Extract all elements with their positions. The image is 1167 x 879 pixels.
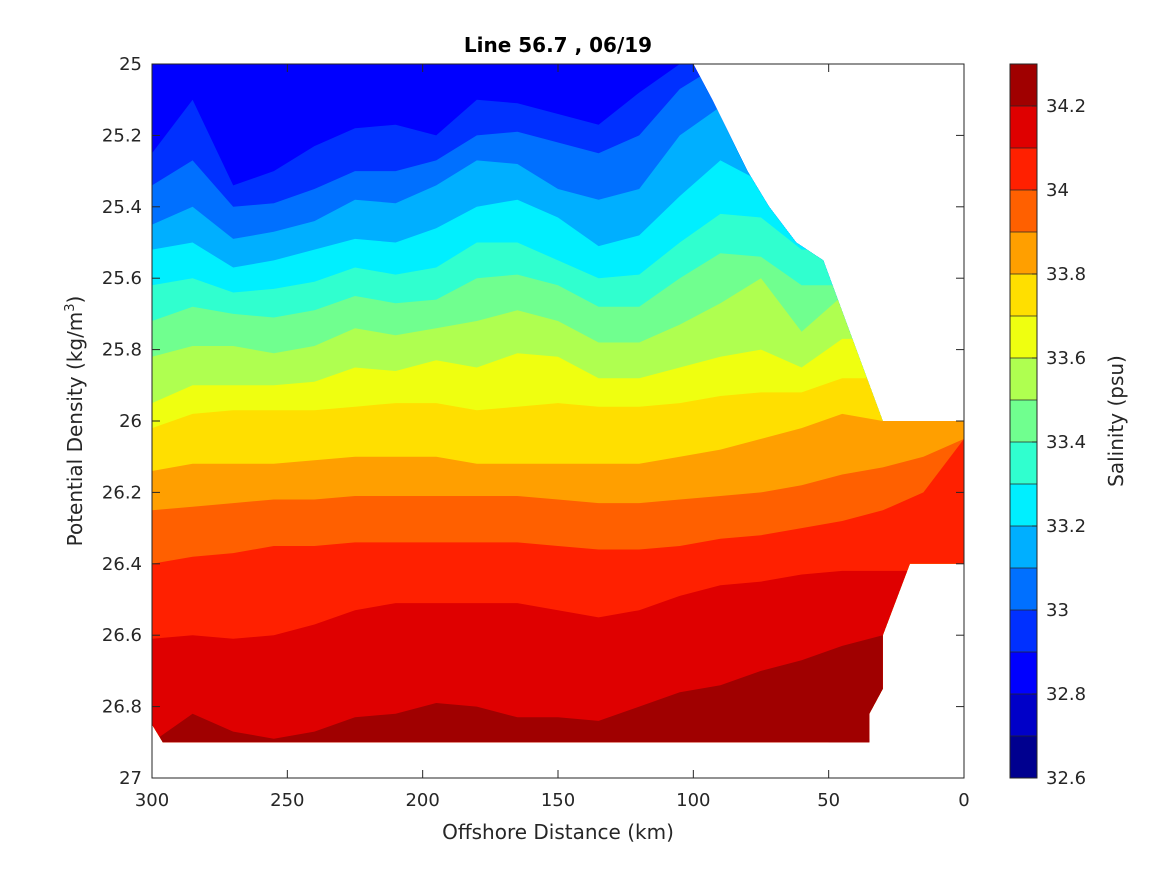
- y-axis-label-superscript: 3: [63, 303, 78, 311]
- colorbar-tick-label: 34.2: [1046, 96, 1086, 117]
- colorbar-segment: [1010, 64, 1037, 106]
- colorbar-frame: [1009, 63, 1038, 779]
- y-tick-label: 26.6: [102, 625, 142, 646]
- colorbar-segment: [1010, 736, 1037, 778]
- colorbar-segment: [1010, 274, 1037, 316]
- colorbar-segment: [1010, 190, 1037, 232]
- y-tick-label: 26.8: [102, 697, 142, 718]
- y-axis-label-text: Potential Density (kg/m: [63, 312, 87, 547]
- colorbar-label: Salinity (psu): [1104, 355, 1128, 487]
- colorbar-segment: [1010, 442, 1037, 484]
- colorbar-segment: [1010, 484, 1037, 526]
- colorbar-segment: [1010, 106, 1037, 148]
- x-tick-label: 0: [958, 790, 969, 811]
- colorbar-segment: [1010, 568, 1037, 610]
- colorbar-segment: [1010, 400, 1037, 442]
- y-tick-label: 25.6: [102, 268, 142, 289]
- y-tick-label: 25.8: [102, 340, 142, 361]
- x-axis-label: Offshore Distance (km): [442, 820, 674, 844]
- colorbar-segment: [1010, 526, 1037, 568]
- y-tick-label: 25.2: [102, 125, 142, 146]
- colorbar-segment: [1010, 358, 1037, 400]
- colorbar-segment: [1010, 652, 1037, 694]
- colorbar-tick-label: 33.4: [1046, 432, 1086, 453]
- x-tick-label: 100: [676, 790, 710, 811]
- colorbar-segment: [1010, 610, 1037, 652]
- y-tick-label: 26: [119, 411, 142, 432]
- colorbar-tick-label: 34: [1046, 180, 1069, 201]
- x-axis: 300 250 200 150 100 50 0: [135, 64, 970, 811]
- y-tick-label: 25: [119, 54, 142, 75]
- colorbar-tick-label: 33.8: [1046, 264, 1086, 285]
- colorbar-segment: [1010, 316, 1037, 358]
- y-tick-label: 26.2: [102, 482, 142, 503]
- colorbar-tick-label: 33.2: [1046, 516, 1086, 537]
- chart-title: Line 56.7 , 06/19: [464, 33, 652, 57]
- x-tick-label: 250: [270, 790, 304, 811]
- colorbar-segment: [1010, 148, 1037, 190]
- colorbar: [1009, 63, 1038, 779]
- colorbar-tick-label: 32.8: [1046, 684, 1086, 705]
- colorbar-segment: [1010, 232, 1037, 274]
- y-tick-label: 25.4: [102, 197, 142, 218]
- colorbar-tick-label: 33.6: [1046, 348, 1086, 369]
- y-axis-label-close: ): [63, 296, 87, 304]
- x-tick-label: 300: [135, 790, 169, 811]
- colorbar-tick-label: 33: [1046, 600, 1069, 621]
- colorbar-axis: 32.6 32.8 33 33.2 33.4 33.6 33.8 34 34.2: [1032, 96, 1086, 789]
- contour-fill-layer: [152, 64, 964, 743]
- y-axis-label: Potential Density (kg/m3): [63, 296, 87, 547]
- y-axis: 25 25.2 25.4 25.6 25.8 26 26.2 26.4 26.6 26.8 27: [102, 54, 964, 789]
- colorbar-segment: [1010, 694, 1037, 736]
- y-tick-label: 26.4: [102, 554, 142, 575]
- x-tick-label: 150: [541, 790, 575, 811]
- colorbar-tick-label: 32.6: [1046, 768, 1086, 789]
- y-tick-label: 27: [119, 768, 142, 789]
- x-tick-label: 200: [405, 790, 439, 811]
- salinity-band-34.2: [152, 635, 964, 743]
- x-tick-label: 50: [817, 790, 840, 811]
